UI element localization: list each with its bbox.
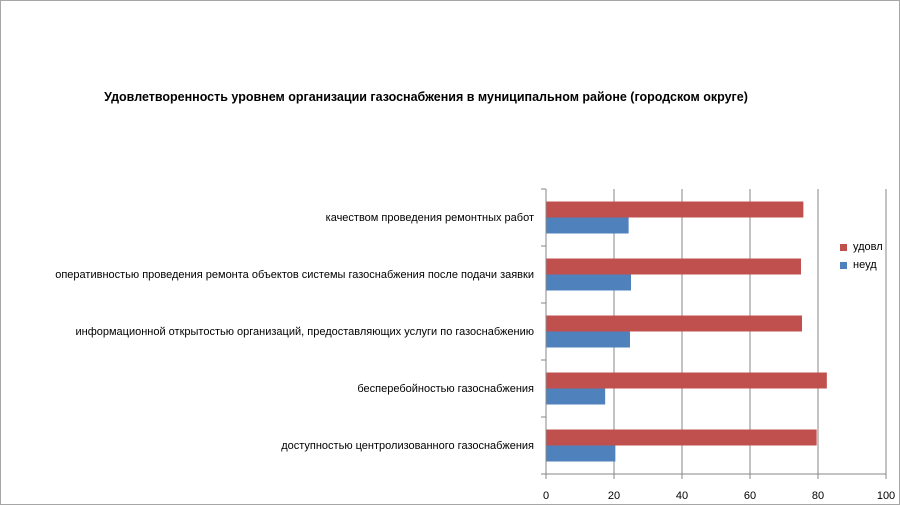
category-label: бесперебойностью газоснабжения (357, 382, 534, 395)
chart-title: Удовлетворенность уровнем организации га… (104, 90, 748, 104)
category-label: информационной открытостью организаций, … (75, 325, 534, 338)
legend-item: неуд (840, 256, 883, 274)
x-tick-label: 40 (675, 490, 689, 502)
bars (546, 201, 827, 462)
category-label: качеством проведения ремонтных работ (325, 211, 534, 224)
legend: удовл неуд (840, 238, 883, 274)
x-tick-label: 0 (542, 490, 550, 502)
bar-удовл-3 (546, 372, 827, 389)
bar-удовл-2 (546, 315, 803, 332)
legend-label: удовл (853, 241, 883, 253)
bar-удовл-1 (546, 258, 801, 275)
bar-неуд-2 (546, 331, 630, 348)
category-label: доступностью центролизованного газоснабж… (281, 439, 534, 452)
legend-item: удовл (840, 238, 883, 256)
bar-удовл-4 (546, 429, 817, 446)
bar-неуд-3 (546, 388, 606, 405)
axes (541, 188, 887, 479)
legend-swatch (840, 243, 847, 251)
x-tick-label: 20 (607, 490, 621, 502)
legend-label: неуд (853, 259, 877, 271)
x-tick-label: 100 (876, 490, 896, 502)
bar-неуд-4 (546, 445, 616, 462)
x-tick-label: 60 (743, 490, 757, 502)
bar-удовл-0 (546, 201, 804, 218)
legend-swatch (840, 261, 847, 269)
bar-неуд-0 (546, 217, 629, 234)
category-label: оперативностью проведения ремонта объект… (55, 268, 534, 281)
x-tick-label: 80 (811, 490, 825, 502)
bar-неуд-1 (546, 274, 631, 291)
